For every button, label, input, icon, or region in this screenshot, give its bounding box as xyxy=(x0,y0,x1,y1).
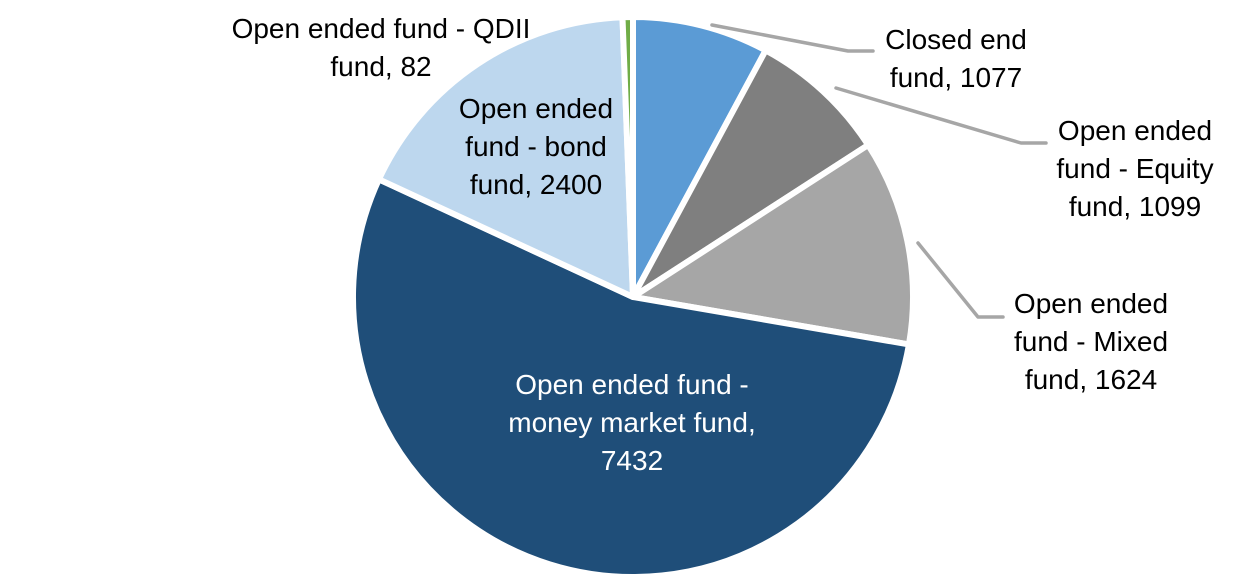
leader-line-open-ended-fund-equity-fund xyxy=(834,86,1048,145)
pie-slice-open-ended-fund-equity-fund xyxy=(630,47,872,300)
pie-slice-open-ended-fund-qdii-fund xyxy=(619,14,636,300)
slice-label-line: 7432 xyxy=(600,445,664,476)
pie-slice-open-ended-fund-bond-fund xyxy=(375,14,636,300)
leader-line-closed-end-fund xyxy=(710,23,875,53)
slice-label-money-market-fund: Open ended fund - money market fund, 743… xyxy=(508,366,755,480)
slice-label-line: Open ended xyxy=(1057,115,1213,146)
slice-label-line: Open ended fund - QDII xyxy=(231,13,531,44)
slice-label-mixed-fund: Open ended fund - Mixed fund, 1624 xyxy=(1014,285,1168,399)
slice-label-line: Open ended fund - xyxy=(515,369,749,400)
slice-label-line: fund - bond xyxy=(465,131,607,162)
pie-slice-open-ended-fund-money-market-fund xyxy=(350,176,912,580)
slice-label-closed-end-fund: Closed end fund, 1077 xyxy=(885,21,1027,97)
slice-label-line: Open ended xyxy=(1013,288,1169,319)
slice-label-line: Open ended xyxy=(458,93,614,124)
slice-label-qdii-fund: Open ended fund - QDII fund, 82 xyxy=(232,10,531,86)
slice-label-line: money market fund, xyxy=(508,407,756,438)
slice-label-line: fund - Equity xyxy=(1056,153,1214,184)
slice-label-equity-fund: Open ended fund - Equity fund, 1099 xyxy=(1056,112,1213,226)
slice-label-line: Closed end xyxy=(885,24,1027,55)
slice-label-line: fund - Mixed xyxy=(1013,326,1169,357)
slice-label-line: fund, 1099 xyxy=(1068,191,1202,222)
slice-label-line: fund, 82 xyxy=(330,51,432,82)
pie-slice-closed-end-fund xyxy=(630,14,769,300)
slice-label-line: fund, 1624 xyxy=(1024,364,1158,395)
slice-label-line: fund, 2400 xyxy=(469,169,603,200)
leader-line-open-ended-fund-mixed-fund xyxy=(916,241,1005,319)
slice-label-line: fund, 1077 xyxy=(889,62,1023,93)
slice-label-bond-fund: Open ended fund - bond fund, 2400 xyxy=(459,90,613,204)
pie-slice-open-ended-fund-mixed-fund xyxy=(630,142,916,348)
